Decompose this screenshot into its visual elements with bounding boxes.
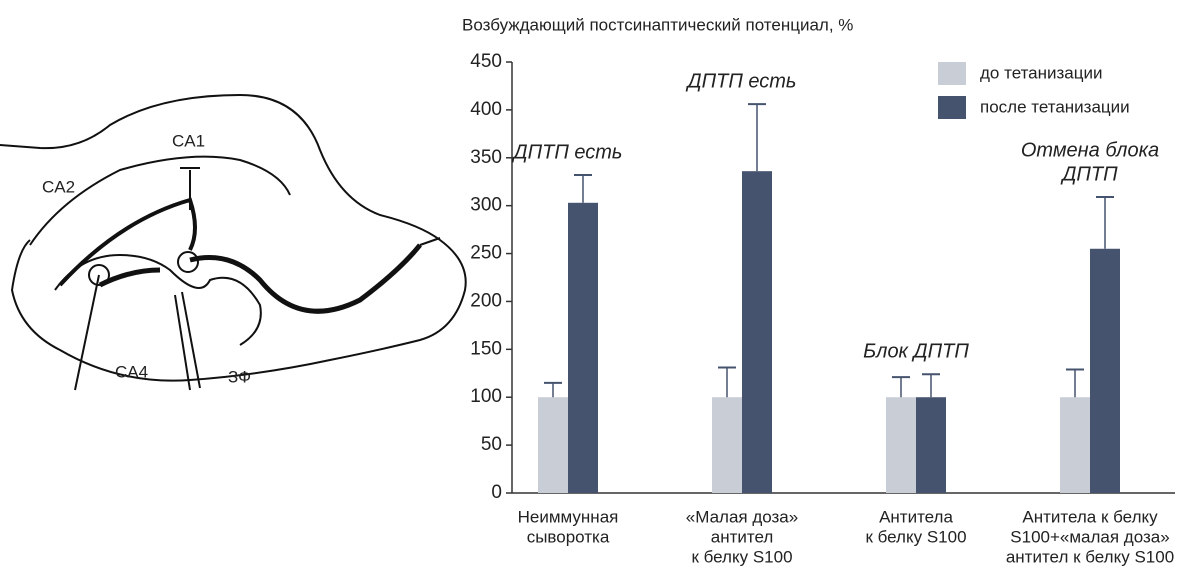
inner-line	[29, 155, 291, 246]
x-tick-label: Неиммунная	[518, 507, 619, 526]
y-tick-label: 100	[470, 386, 502, 407]
diagram-label: ЗФ	[228, 367, 251, 386]
legend-swatch	[938, 96, 966, 119]
x-tick-label: «Малая доза»	[686, 507, 798, 526]
pathway	[58, 197, 197, 287]
diagram-label: CA2	[42, 177, 75, 196]
y-tick-label: 150	[470, 338, 502, 359]
bar	[1090, 248, 1120, 493]
x-tick-label: сыворотка	[527, 527, 610, 546]
bar	[916, 397, 946, 493]
y-tick-label: 250	[470, 243, 502, 264]
pathway	[189, 243, 422, 314]
annotation: Блок ДПТП	[863, 341, 969, 363]
neuron	[180, 167, 200, 210]
legend-label: до тетанизации	[980, 63, 1103, 82]
x-tick-label: антител к белку S100	[1006, 547, 1174, 566]
y-tick-label: 0	[491, 482, 502, 503]
x-tick-label: Антитела к белку	[1022, 507, 1158, 526]
y-tick-label: 200	[470, 290, 502, 311]
electrode	[174, 291, 201, 391]
legend-label: после тетанизации	[980, 97, 1130, 116]
y-tick-label: 300	[470, 195, 502, 216]
electrode	[74, 274, 100, 391]
y-tick-label: 450	[470, 51, 502, 72]
diagram-label: CA4	[115, 362, 148, 381]
diagram-label: CA1	[172, 131, 205, 150]
chart-title: Возбуждающий постсинаптический потенциал…	[462, 15, 853, 34]
bar	[1060, 397, 1090, 493]
annotation: Отмена блока	[1021, 139, 1159, 161]
bar	[538, 397, 568, 493]
bar	[568, 202, 598, 493]
annotation: ДПТП есть	[512, 141, 623, 163]
electrode-site	[177, 251, 199, 273]
bar	[712, 397, 742, 493]
x-tick-label: Антитела	[879, 507, 953, 526]
outline	[0, 93, 467, 382]
arrow	[419, 237, 441, 246]
legend-swatch	[938, 62, 966, 85]
x-tick-label: к белку S100	[865, 527, 966, 546]
y-tick-label: 50	[481, 434, 502, 455]
bar	[886, 397, 916, 493]
x-tick-label: к белку S100	[691, 547, 792, 566]
x-tick-label: S100+«малая доза»	[1010, 527, 1169, 546]
annotation: ДПТП	[1060, 163, 1118, 185]
y-tick-label: 400	[470, 99, 502, 120]
electrode-site	[88, 264, 110, 286]
hippocampus-diagram	[0, 93, 467, 391]
bar	[742, 171, 772, 494]
annotation: ДПТП есть	[686, 70, 797, 92]
dentate	[54, 253, 262, 346]
x-tick-label: антител	[711, 527, 774, 546]
y-tick-label: 350	[470, 147, 502, 168]
